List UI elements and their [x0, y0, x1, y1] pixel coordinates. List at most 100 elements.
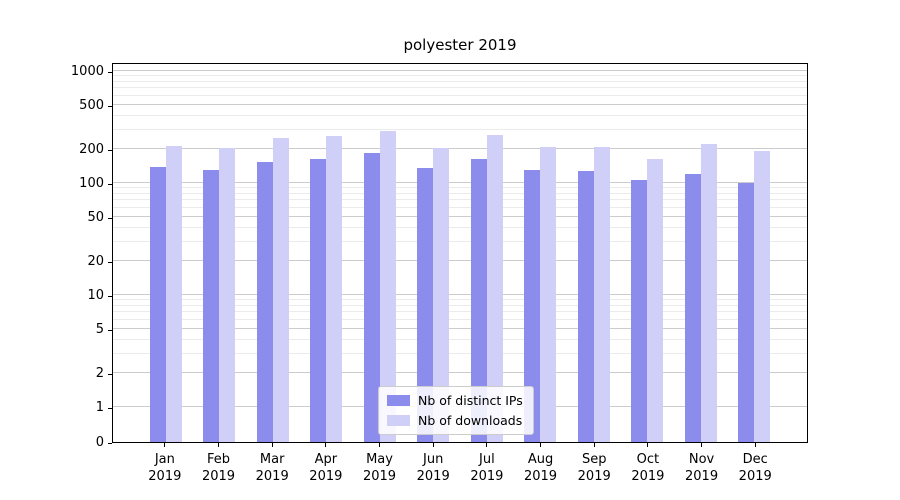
bar-distinct-ips — [417, 168, 434, 442]
bar-group — [407, 148, 461, 442]
x-tick-label-line: Mar — [259, 452, 285, 467]
bar-distinct-ips — [738, 183, 755, 442]
y-tick-label: 0 — [95, 435, 104, 450]
gridline-major — [113, 260, 807, 262]
bar-distinct-ips — [524, 170, 541, 442]
x-tick-label: Jan 2019 — [138, 443, 192, 485]
x-tick-label-line: Dec — [742, 452, 768, 467]
x-tick-mark — [701, 443, 703, 447]
x-tick-label: Sep 2019 — [567, 443, 621, 485]
x-tick-mark — [432, 443, 434, 447]
x-tick-label-line: 2019 — [148, 469, 182, 484]
gridline-minor — [113, 192, 807, 194]
x-tick-label-line: Oct — [636, 452, 660, 467]
y-tick-label: 5 — [95, 321, 104, 337]
y-tick-label: 20 — [87, 254, 104, 270]
legend-item: Nb of distinct IPs — [387, 393, 523, 408]
gridline-minor — [113, 87, 807, 89]
y-tick-mark — [108, 296, 112, 297]
x-tick-label-line: Aug — [527, 452, 554, 467]
legend-label: Nb of distinct IPs — [418, 393, 523, 408]
x-tick-label: Feb 2019 — [192, 443, 246, 485]
x-tick-label: May 2019 — [353, 443, 407, 485]
gridline-major — [113, 182, 807, 183]
bar-downloads — [647, 158, 664, 442]
y-tick-mark — [108, 217, 112, 219]
bar-group — [193, 148, 247, 442]
y-tick-mark — [108, 72, 112, 73]
x-tick-label-line: Jul — [479, 452, 495, 467]
x-tick-mark — [379, 443, 381, 447]
bar-group — [300, 135, 354, 442]
legend-swatch — [387, 395, 410, 406]
x-tick-mark — [754, 443, 756, 447]
x-tick-label: Oct 2019 — [621, 443, 675, 485]
x-tick-label-line: Apr — [314, 452, 338, 467]
gridline-major — [113, 148, 807, 150]
x-tick-mark — [218, 443, 219, 447]
bar-group — [728, 150, 782, 442]
gridline-major — [113, 103, 807, 105]
x-tick-label-line: 2019 — [577, 469, 611, 484]
gridline-major — [113, 294, 807, 295]
bar-downloads — [326, 135, 343, 442]
gridline-minor — [113, 94, 807, 96]
x-tick-label-line: 2019 — [631, 469, 665, 484]
x-tick-label-line: Nov — [688, 452, 715, 467]
x-tick-label-line: 2019 — [362, 469, 397, 484]
chart-title: polyester 2019 — [403, 36, 517, 54]
y-tick-mark — [108, 105, 112, 107]
gridline-major — [113, 327, 807, 329]
x-tick-label: Apr 2019 — [299, 443, 353, 485]
gridline-major — [113, 70, 807, 71]
gridline-minor — [113, 299, 807, 301]
bar-distinct-ips — [149, 166, 166, 442]
bar-group — [353, 131, 407, 442]
x-tick-label-line: Jan — [154, 452, 175, 467]
y-tick-label: 1000 — [70, 64, 104, 79]
y-tick-label: 10 — [87, 288, 104, 303]
gridline-minor — [113, 187, 807, 189]
bar-group — [621, 158, 675, 442]
x-tick-label-line: Feb — [206, 452, 231, 467]
x-tick-label-line: 2019 — [685, 469, 719, 484]
x-tick-mark — [271, 443, 273, 447]
bar-distinct-ips — [684, 174, 701, 442]
bar-downloads — [165, 145, 182, 442]
x-tick-mark — [647, 443, 649, 447]
x-tick-label: Nov 2019 — [675, 443, 729, 485]
x-tick-label-line: 2019 — [309, 469, 343, 484]
bar-downloads — [379, 131, 396, 442]
x-tick-label-line: 2019 — [523, 469, 558, 484]
bar-group — [246, 138, 300, 442]
legend: Nb of distinct IPs Nb of downloads — [378, 386, 534, 435]
x-tick-mark — [486, 443, 488, 447]
y-tick-label: 2 — [95, 366, 104, 382]
bar-downloads — [540, 146, 557, 442]
bar-downloads — [219, 148, 236, 442]
bar-distinct-ips — [631, 179, 648, 442]
y-tick-mark — [108, 408, 112, 409]
x-tick-label-line: Jun — [423, 452, 444, 467]
bar-group — [514, 146, 568, 442]
bar-distinct-ips — [577, 171, 594, 442]
x-tick-label: Mar 2019 — [245, 443, 299, 485]
bars-container — [113, 64, 807, 442]
plot-area: Nb of distinct IPs Nb of downloads — [112, 63, 808, 443]
bar-group — [139, 145, 193, 442]
y-tick-mark — [108, 262, 112, 264]
y-tick-label: 500 — [79, 97, 104, 113]
x-tick-mark — [593, 443, 595, 447]
y-tick-mark — [108, 374, 112, 376]
gridline-minor — [113, 128, 807, 130]
y-tick-label: 100 — [79, 176, 104, 191]
bar-downloads — [486, 134, 503, 442]
y-tick-mark — [108, 184, 112, 185]
x-tick-mark — [325, 443, 327, 447]
legend-label: Nb of downloads — [418, 413, 523, 428]
bar-downloads — [593, 147, 610, 442]
bar-downloads — [272, 138, 289, 442]
bar-downloads — [700, 143, 717, 442]
x-tick-label: Jul 2019 — [460, 443, 514, 485]
gridline-minor — [113, 338, 807, 340]
